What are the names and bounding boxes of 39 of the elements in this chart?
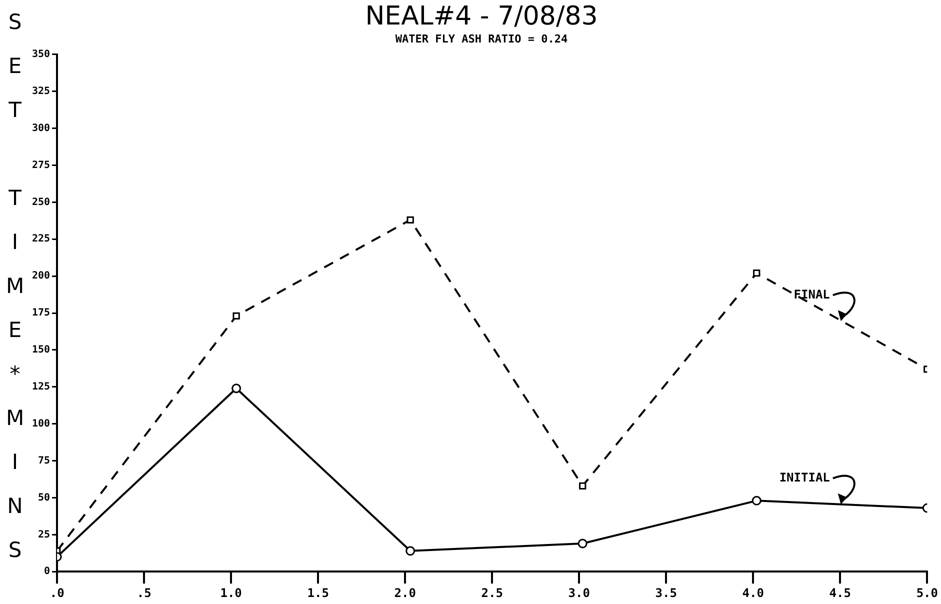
y-tick-label: 0 (44, 566, 50, 578)
point (753, 270, 760, 277)
chart-subtitle: WATER FLY ASH RATIO = 0.24 (395, 32, 568, 46)
x-tick-label: 1.5 (307, 586, 329, 600)
y-tick-label: 250 (32, 196, 50, 208)
y-axis-title: SET TIME*MINS (2, 10, 28, 582)
point (232, 384, 242, 394)
series-label: FINAL (794, 287, 830, 302)
y-tick-label: 125 (32, 381, 50, 392)
y-tick-label: 175 (32, 308, 50, 319)
chart-title: NEAL#4 - 7/08/83 (365, 1, 598, 32)
x-tick-label: 2.0 (394, 586, 416, 600)
x-tick-label: 4.5 (829, 586, 851, 600)
y-tick-label: 200 (32, 270, 50, 282)
y-tick-label: 350 (32, 48, 50, 60)
y-tick-label: 275 (32, 160, 50, 171)
point (578, 538, 588, 548)
y-tick-label: 300 (32, 122, 50, 134)
point (406, 216, 414, 224)
x-tick-label: .5 (136, 586, 152, 600)
y-tick-label: 225 (32, 234, 50, 245)
x-tick-label: 3.0 (568, 586, 590, 600)
series-label: INITIAL (779, 470, 830, 484)
y-tick-label: 50 (38, 492, 50, 504)
point (579, 482, 586, 490)
y-tick-label: 75 (38, 455, 50, 466)
x-tick-label: 5.0 (916, 586, 938, 600)
point (406, 546, 416, 556)
point (752, 496, 762, 506)
x-tick-label: 2.5 (481, 586, 503, 600)
x-tick-label: 1.0 (220, 586, 242, 600)
y-tick-label: 100 (32, 418, 50, 430)
point (232, 312, 240, 320)
y-tick-label: 325 (32, 86, 50, 97)
y-tick-label: 25 (38, 529, 50, 540)
x-tick-label: .0 (50, 586, 64, 600)
x-tick-label: 4.0 (742, 586, 764, 600)
y-tick-label: 150 (32, 344, 50, 356)
x-tick-label: 3.5 (655, 586, 677, 600)
